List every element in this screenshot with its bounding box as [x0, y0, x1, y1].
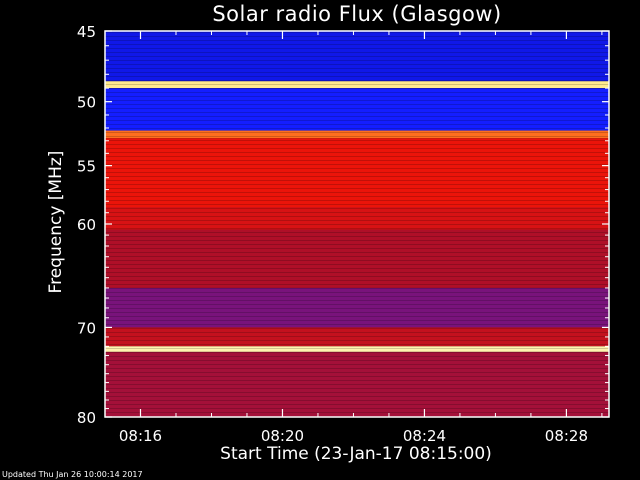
y-tick-label: 50 [77, 94, 96, 112]
y-tick-label: 70 [77, 319, 96, 337]
updated-timestamp: Updated Thu Jan 26 10:00:14 2017 [2, 470, 143, 479]
x-tick-label: 08:28 [545, 427, 588, 445]
y-tick-label: 60 [77, 216, 96, 234]
heatmap-area [105, 31, 609, 417]
y-axis-ticks: 45 50 55 60 70 80 [77, 23, 609, 427]
chart-title: Solar radio Flux (Glasgow) [212, 2, 502, 26]
heatmap-texture [105, 31, 609, 417]
y-tick-label: 45 [77, 23, 96, 41]
x-tick-label: 08:16 [119, 427, 162, 445]
y-tick-label: 55 [77, 158, 96, 176]
y-tick-label: 80 [77, 409, 96, 427]
x-tick-label: 08:20 [261, 427, 304, 445]
x-axis-label: Start Time (23-Jan-17 08:15:00) [220, 444, 492, 464]
x-axis-ticks: 08:16 08:20 08:24 08:28 [119, 31, 603, 445]
x-tick-label: 08:24 [403, 427, 446, 445]
